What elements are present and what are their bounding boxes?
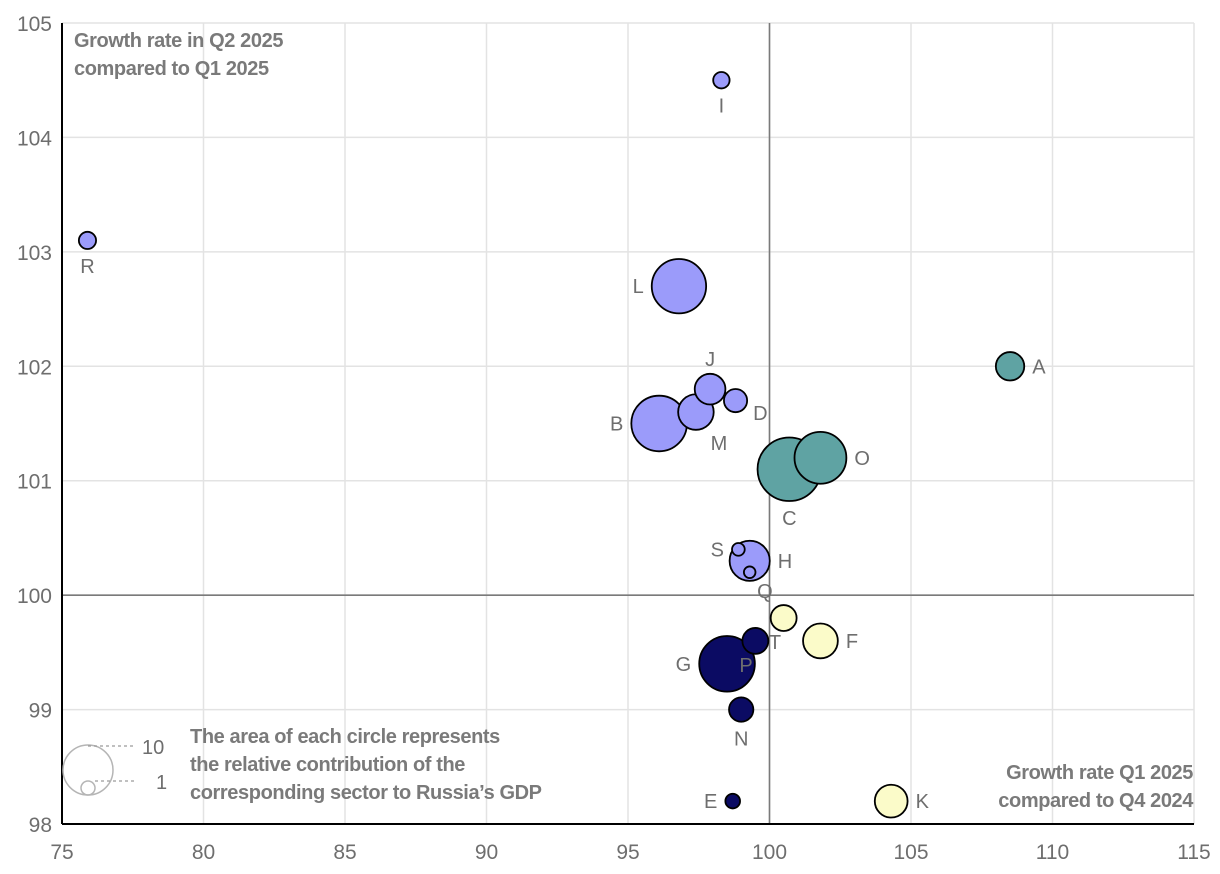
bubble-D (723, 388, 749, 414)
x-axis-title-line-1: Growth rate Q1 2025 (1006, 762, 1193, 784)
y-tick-label: 105 (17, 13, 52, 36)
point-label-N: N (734, 729, 748, 751)
point-label-O: O (854, 448, 870, 470)
point-label-D: D (753, 403, 767, 425)
bubble-A (994, 351, 1026, 382)
x-tick-label: 105 (893, 841, 928, 864)
point-label-P: P (739, 655, 752, 677)
x-tick-label: 90 (475, 841, 498, 864)
point-label-F: F (846, 631, 858, 653)
bubble-J (693, 372, 727, 406)
bubble-I (712, 71, 731, 90)
point-label-B: B (610, 414, 623, 436)
bubble-P (741, 627, 770, 655)
bubble-F (802, 622, 839, 660)
x-tick-label: 115 (1177, 841, 1210, 864)
x-tick-label: 80 (192, 841, 215, 864)
point-label-J: J (705, 349, 715, 371)
size-legend-label-small: 1 (156, 772, 167, 794)
bubble-N (728, 696, 755, 723)
reference-lines (62, 23, 1194, 824)
bubble-L (650, 258, 708, 315)
y-axis-title-line-1: Growth rate in Q2 2025 (74, 30, 283, 52)
y-tick-label: 104 (17, 127, 52, 150)
point-label-S: S (711, 539, 724, 561)
size-legend-circle-small (80, 780, 96, 796)
bubble-E (724, 792, 741, 810)
y-tick-label: 102 (17, 356, 52, 379)
tick-labels: 75 80 85 90 95 100 105 110 115989910010110210310… (17, 13, 1211, 864)
x-tick-label: 100 (752, 841, 787, 864)
x-tick-label: 85 (333, 841, 356, 864)
point-label-C: C (782, 508, 796, 530)
bubble-K (873, 783, 909, 819)
y-tick-label: 103 (17, 242, 52, 265)
bubble-O (793, 430, 848, 485)
point-label-K: K (916, 791, 930, 813)
bubble-S (731, 542, 746, 557)
point-label-L: L (633, 276, 644, 298)
point-label-Q: Q (757, 581, 773, 603)
legend-note-line-1: The area of each circle represents (190, 726, 500, 748)
size-legend: 10 1 (62, 737, 167, 796)
point-label-H: H (778, 551, 792, 573)
y-tick-label: 100 (17, 585, 52, 608)
point-label-R: R (80, 256, 94, 278)
y-tick-label: 99 (29, 700, 52, 723)
bubbles (77, 71, 1026, 819)
size-legend-circle-large (62, 744, 114, 796)
grid-layer (62, 22, 1195, 824)
bubble-T (769, 604, 798, 632)
legend-note-line-3: corresponding sector to Russia’s GDP (190, 782, 542, 804)
bubble-B (630, 394, 688, 453)
point-label-T: T (769, 632, 781, 654)
point-label-G: G (676, 654, 692, 676)
size-legend-label-large: 10 (142, 737, 164, 759)
y-axis-title-line-2: compared to Q1 2025 (74, 58, 269, 80)
x-tick-label: 75 (50, 841, 73, 864)
point-labels: A B C D E F G H I J K L M N O P Q R S T (80, 95, 1046, 813)
legend-note-line-2: the relative contribution of the (190, 754, 465, 776)
point-label-E: E (704, 791, 717, 813)
bubble-Q (742, 565, 757, 579)
bubble-R (77, 230, 97, 250)
point-label-M: M (711, 433, 728, 455)
x-tick-label: 110 (1036, 841, 1069, 864)
x-axis-title-line-2: compared to Q4 2024 (998, 790, 1194, 812)
point-label-I: I (719, 95, 725, 117)
point-label-A: A (1032, 356, 1046, 378)
bubble-G (698, 635, 756, 693)
y-tick-label: 98 (29, 814, 52, 837)
axes (61, 23, 1194, 825)
x-tick-label: 95 (616, 841, 639, 864)
y-tick-label: 101 (17, 471, 52, 494)
